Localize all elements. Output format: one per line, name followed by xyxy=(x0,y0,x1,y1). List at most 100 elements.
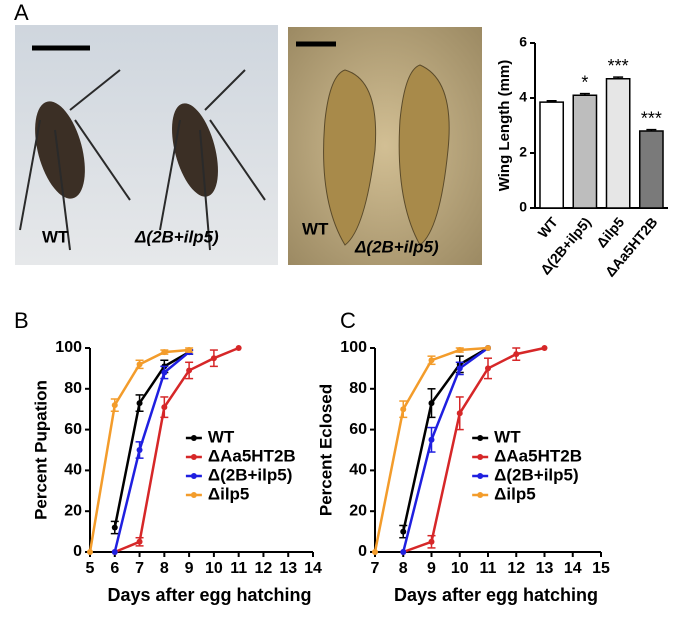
series-line xyxy=(402,346,489,532)
data-point xyxy=(136,361,143,368)
panel-label: B xyxy=(14,308,29,333)
panel-label: A xyxy=(14,0,29,25)
legend-swatch xyxy=(477,435,484,441)
bar xyxy=(605,78,631,209)
photo-mosquitoes: WT Δ(2B+ilp5) xyxy=(15,25,278,265)
x-tick-label: 11 xyxy=(230,560,247,577)
legend-swatch xyxy=(190,492,197,498)
series-line xyxy=(114,346,240,554)
data-point xyxy=(372,549,378,555)
x-tick-label: 14 xyxy=(304,560,322,577)
data-point xyxy=(186,367,193,374)
legend-swatch xyxy=(477,492,484,498)
x-tick-label: 8 xyxy=(399,560,408,577)
data-point xyxy=(136,447,143,453)
photo-label: WT xyxy=(302,219,329,238)
legend-label: WT xyxy=(208,427,235,446)
bar xyxy=(539,101,565,209)
legend-label: Δ(2B+ilp5) xyxy=(494,465,579,484)
photo-wings: WT Δ(2B+ilp5) xyxy=(288,27,482,265)
x-tick-label: 7 xyxy=(371,560,380,577)
series-line xyxy=(113,350,190,528)
x-tick-label: 10 xyxy=(205,560,223,577)
data-point xyxy=(210,355,217,362)
significance: *** xyxy=(608,56,629,76)
data-point xyxy=(161,349,168,356)
data-point xyxy=(111,524,118,531)
x-tick-label: 14 xyxy=(564,560,582,577)
x-tick-label: 10 xyxy=(451,560,469,577)
legend-swatch xyxy=(477,454,484,460)
legend-label: ΔAa5HT2B xyxy=(208,446,296,465)
bar xyxy=(638,130,664,209)
data-point xyxy=(111,549,118,555)
legend-swatch xyxy=(190,473,197,479)
y-axis-title: Percent Pupation xyxy=(31,380,50,520)
x-axis-title: Days after egg hatching xyxy=(394,585,598,605)
x-tick-label: 6 xyxy=(110,560,119,577)
legend-label: WT xyxy=(494,427,521,446)
data-point xyxy=(428,436,435,443)
legend-label: Δilp5 xyxy=(494,484,536,503)
y-tick-label: 20 xyxy=(349,502,367,519)
data-point xyxy=(456,365,463,372)
panel-label: C xyxy=(340,308,356,333)
legend-swatch xyxy=(190,454,197,460)
y-tick-label: 40 xyxy=(349,462,367,479)
x-tick-label: 5 xyxy=(86,560,95,577)
data-point xyxy=(513,351,520,358)
data-point xyxy=(87,549,93,555)
data-point xyxy=(456,347,463,354)
data-point xyxy=(111,402,118,409)
data-point xyxy=(186,347,193,354)
x-tick-label: WT xyxy=(535,214,562,241)
data-point xyxy=(400,528,407,535)
legend-label: Δ(2B+ilp5) xyxy=(208,465,293,484)
y-tick-label: 100 xyxy=(55,339,82,356)
y-tick-label: 6 xyxy=(519,34,527,50)
y-axis-title: Percent Eclosed xyxy=(316,384,335,516)
data-point xyxy=(235,345,242,351)
data-point xyxy=(428,357,435,364)
x-tick-label: 13 xyxy=(279,560,297,577)
x-tick-label: 9 xyxy=(427,560,436,577)
data-point xyxy=(541,345,548,351)
x-axis-title: Days after egg hatching xyxy=(107,585,311,605)
x-tick-label: 11 xyxy=(480,560,497,577)
y-tick-label: 0 xyxy=(519,199,527,215)
data-point xyxy=(428,538,435,545)
x-tick-label: 9 xyxy=(185,560,194,577)
photo-label: WT xyxy=(42,227,69,246)
data-point xyxy=(136,400,143,407)
legend-label: ΔAa5HT2B xyxy=(494,446,582,465)
data-point xyxy=(136,538,143,545)
x-tick-label: 7 xyxy=(135,560,144,577)
y-tick-label: 20 xyxy=(64,502,82,519)
data-point xyxy=(485,345,491,351)
y-tick-label: 4 xyxy=(519,89,527,105)
photo-label: Δ(2B+ilp5) xyxy=(354,237,439,256)
legend-swatch xyxy=(190,435,197,441)
legend-swatch xyxy=(477,473,484,479)
bar xyxy=(572,94,598,209)
x-tick-label: 8 xyxy=(160,560,169,577)
series-line xyxy=(402,346,545,554)
y-tick-label: 60 xyxy=(349,421,367,438)
y-axis-title: Wing Length (mm) xyxy=(496,60,513,192)
x-tick-label: 12 xyxy=(507,560,525,577)
data-point xyxy=(400,549,407,555)
data-point xyxy=(428,400,435,407)
data-point xyxy=(161,369,168,376)
data-point xyxy=(456,410,463,417)
legend-label: Δilp5 xyxy=(208,484,250,503)
photo-label: Δ(2B+ilp5) xyxy=(134,227,219,246)
y-tick-label: 0 xyxy=(73,543,82,560)
y-tick-label: 80 xyxy=(349,380,367,397)
y-tick-label: 40 xyxy=(64,462,82,479)
y-tick-label: 2 xyxy=(519,144,527,160)
data-point xyxy=(161,404,168,411)
significance: *** xyxy=(641,108,662,128)
y-tick-label: 100 xyxy=(340,339,367,356)
data-point xyxy=(485,365,491,372)
